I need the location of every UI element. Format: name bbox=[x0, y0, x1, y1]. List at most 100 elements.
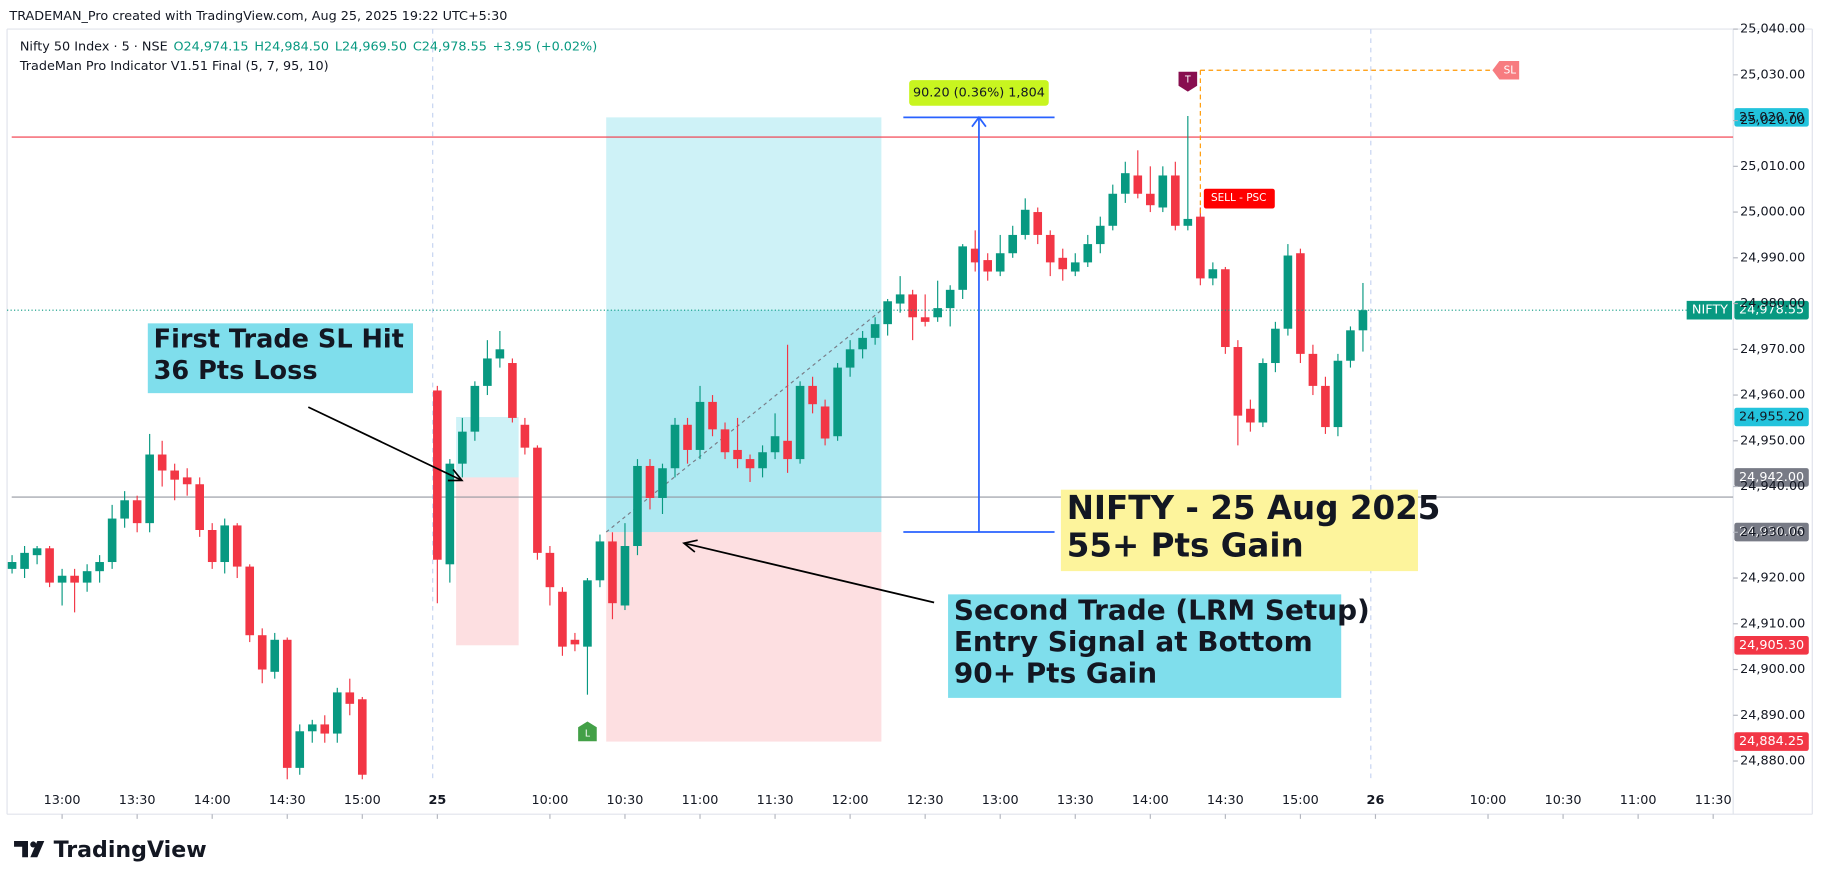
trade1-stop bbox=[456, 477, 519, 646]
x-tick-label: 13:00 bbox=[982, 793, 1019, 808]
candle-body bbox=[920, 317, 930, 322]
candle-body bbox=[1183, 218, 1193, 226]
candle-body bbox=[1095, 225, 1105, 245]
x-tick-label: 10:30 bbox=[1545, 793, 1582, 808]
x-tick-label: 14:30 bbox=[269, 793, 306, 808]
candle-body bbox=[583, 580, 592, 647]
x-tick-label: 14:00 bbox=[1132, 793, 1169, 808]
trade2-stop bbox=[606, 532, 882, 742]
legend: Nifty 50 Index · 5 · NSE O24,974.15 H24,98… bbox=[20, 39, 597, 54]
stop-tag-label: SL bbox=[1504, 64, 1517, 76]
candle-body bbox=[1158, 175, 1168, 208]
price-label-box bbox=[1734, 468, 1809, 487]
candle-body bbox=[508, 363, 517, 418]
candle-body bbox=[1296, 253, 1305, 354]
candle-body bbox=[132, 500, 142, 524]
y-tick-label: 24,900.00 bbox=[1740, 662, 1805, 677]
candle-body bbox=[820, 406, 830, 439]
candle-body bbox=[770, 436, 780, 453]
price-label-box bbox=[1734, 522, 1809, 542]
candle-body bbox=[20, 552, 29, 569]
candle-body bbox=[570, 639, 580, 645]
legend-item: C24,978.55 bbox=[413, 39, 487, 54]
candle-body bbox=[958, 246, 967, 290]
candle-body bbox=[1321, 385, 1330, 428]
candle-body bbox=[1221, 269, 1230, 348]
x-tick-label: 25 bbox=[428, 793, 446, 808]
candle-body bbox=[645, 465, 655, 498]
candle-body bbox=[1020, 209, 1030, 235]
candle-body bbox=[1333, 360, 1343, 428]
candle-body bbox=[520, 424, 530, 448]
stop-tag bbox=[1492, 60, 1520, 80]
y-tick-label: 24,940.00 bbox=[1740, 479, 1805, 494]
candle-body bbox=[558, 591, 567, 647]
price-label-box bbox=[1734, 732, 1809, 751]
candle-body bbox=[1083, 244, 1093, 263]
price-label: 24,884.25 bbox=[1739, 734, 1804, 749]
x-tick-label: 11:30 bbox=[757, 793, 794, 808]
candle-body bbox=[883, 301, 892, 325]
arrow-head bbox=[447, 468, 464, 482]
x-tick-label: 13:30 bbox=[1057, 793, 1094, 808]
candle-body bbox=[257, 635, 267, 670]
candle-body bbox=[7, 562, 17, 569]
annotation-text: First Trade SL Hit bbox=[154, 325, 404, 355]
logo-icon bbox=[30, 841, 37, 848]
candle-body bbox=[795, 385, 805, 460]
annotation-text: NIFTY - 25 Aug 2025 bbox=[1067, 489, 1441, 527]
signal-long bbox=[578, 721, 597, 742]
x-tick-label: 14:00 bbox=[194, 793, 231, 808]
x-tick-label: 13:30 bbox=[119, 793, 156, 808]
annotation-text: 55+ Pts Gain bbox=[1067, 526, 1304, 564]
candle-body bbox=[1208, 269, 1218, 279]
price-label-box bbox=[1734, 635, 1809, 655]
candle-body bbox=[970, 248, 980, 263]
annotation-text: Second Trade (LRM Setup) bbox=[954, 594, 1370, 627]
symbol-tag-box bbox=[1686, 300, 1733, 320]
candle-body bbox=[708, 401, 717, 430]
candle-body bbox=[720, 429, 730, 453]
candle-body bbox=[1108, 193, 1118, 226]
measure-label-box bbox=[909, 80, 1049, 106]
x-tick-label: 10:00 bbox=[531, 793, 568, 808]
y-tick-label: 24,950.00 bbox=[1740, 433, 1805, 448]
candle-body bbox=[1233, 347, 1243, 416]
signal-sell-label: SELL - PSC bbox=[1211, 192, 1267, 204]
x-tick-label: 26 bbox=[1367, 793, 1385, 808]
signal-long-label: L bbox=[585, 729, 591, 740]
price-label: 25,020.70 bbox=[1739, 110, 1804, 125]
candle-body bbox=[145, 454, 154, 524]
candle-body bbox=[620, 546, 630, 606]
candle-body bbox=[495, 349, 505, 359]
candle-body bbox=[733, 449, 742, 460]
candle-body bbox=[483, 358, 492, 386]
candle-body bbox=[307, 724, 317, 732]
candle-body bbox=[458, 431, 467, 464]
arrow-head bbox=[971, 115, 987, 128]
x-tick-label: 12:30 bbox=[907, 793, 944, 808]
price-label: 24,942.00 bbox=[1739, 470, 1804, 485]
candle-body bbox=[445, 463, 455, 565]
candle-body bbox=[670, 424, 680, 469]
y-tick-label: 24,920.00 bbox=[1740, 571, 1805, 586]
candle-body bbox=[1346, 330, 1355, 361]
signal-sell bbox=[1203, 188, 1275, 209]
y-tick-label: 24,980.00 bbox=[1740, 296, 1805, 311]
price-label: 24,905.30 bbox=[1739, 638, 1804, 653]
annotation-text: Entry Signal at Bottom bbox=[954, 625, 1313, 658]
candle-body bbox=[1196, 216, 1205, 279]
candle-body bbox=[70, 575, 79, 583]
y-tick-label: 24,890.00 bbox=[1740, 708, 1805, 723]
candle-body bbox=[808, 385, 817, 405]
candle-body bbox=[533, 447, 542, 553]
y-tick-label: 24,990.00 bbox=[1740, 250, 1805, 265]
y-tick-label: 25,030.00 bbox=[1740, 67, 1805, 82]
y-tick-label: 24,880.00 bbox=[1740, 754, 1805, 769]
x-tick-label: 10:30 bbox=[607, 793, 644, 808]
price-label: 24,930.05 bbox=[1739, 525, 1804, 540]
candle-body bbox=[945, 289, 955, 309]
y-tick-label: 25,000.00 bbox=[1740, 205, 1805, 220]
y-tick-label: 24,930.00 bbox=[1740, 525, 1805, 540]
